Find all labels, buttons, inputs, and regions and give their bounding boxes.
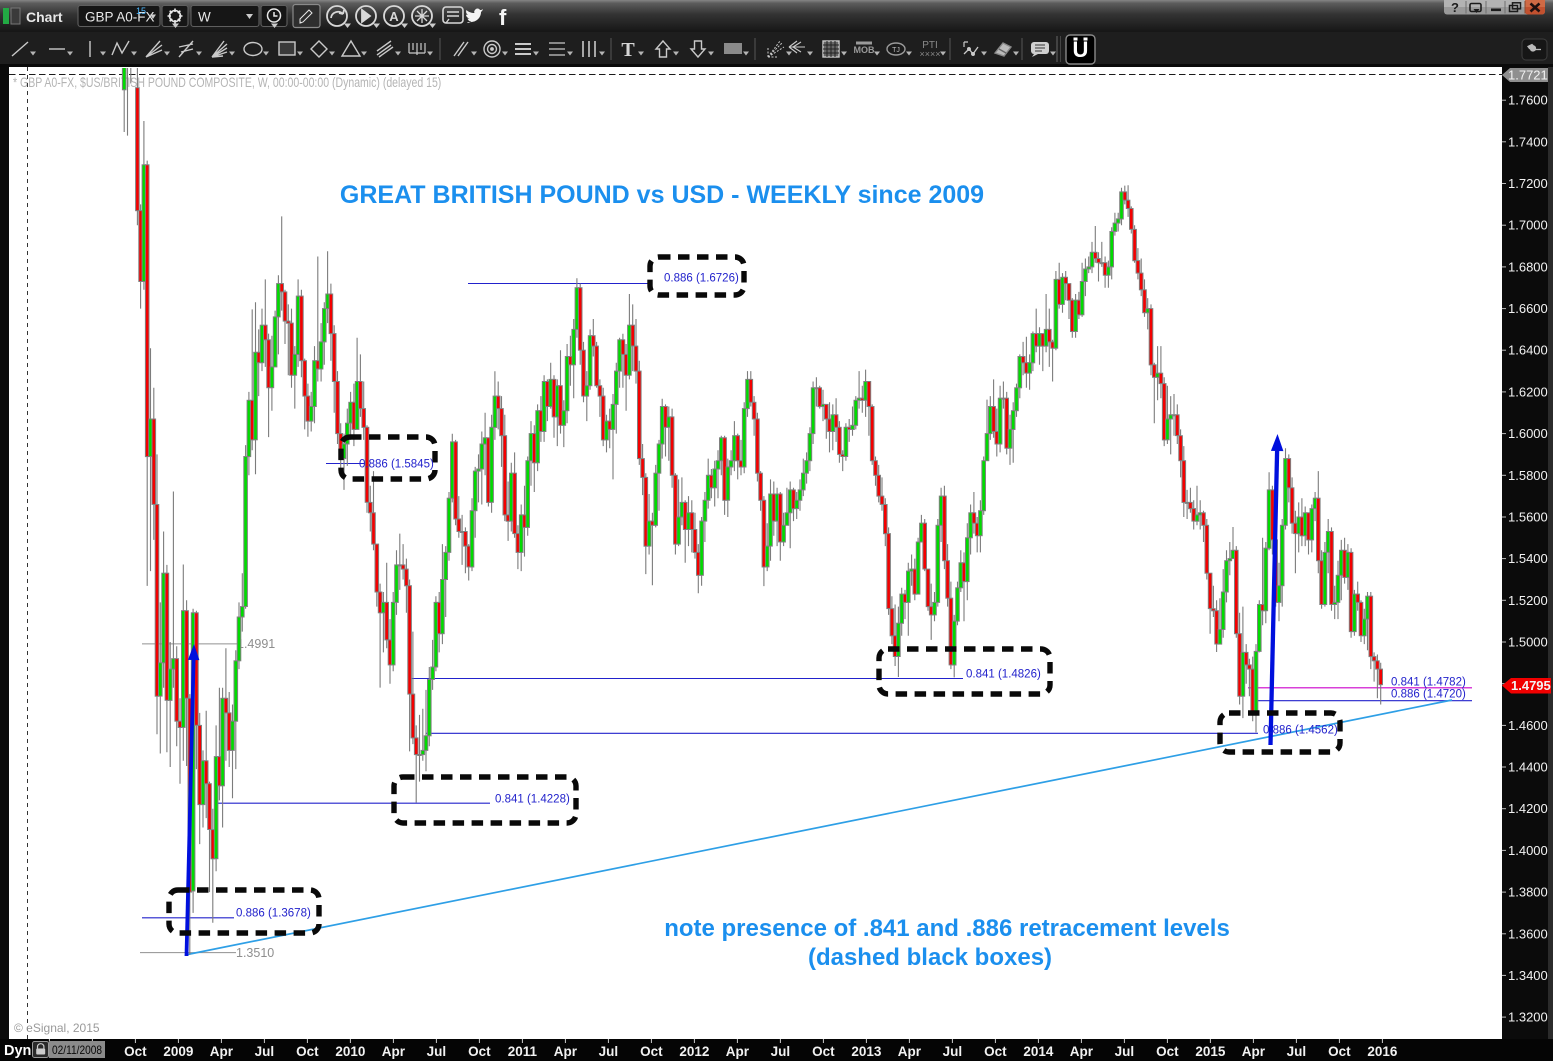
svg-text:1.6200: 1.6200 (1508, 384, 1548, 399)
svg-text:2013: 2013 (851, 1044, 882, 1059)
svg-text:Jul: Jul (1287, 1044, 1307, 1059)
svg-text:1.4600: 1.4600 (1508, 718, 1548, 733)
svg-text:0.886 (1.3678): 0.886 (1.3678) (236, 908, 311, 920)
svg-text:(dashed black boxes): (dashed black boxes) (808, 944, 1052, 971)
svg-text:Chart: Chart (26, 9, 63, 25)
svg-text:15: 15 (136, 6, 146, 16)
svg-text:1.3400: 1.3400 (1508, 968, 1548, 983)
svg-text:2011: 2011 (508, 1044, 538, 1059)
svg-text:0.841 (1.4782): 0.841 (1.4782) (1391, 677, 1466, 689)
svg-text:A: A (389, 9, 399, 24)
svg-text:0.886 (1.4562): 0.886 (1.4562) (1263, 725, 1338, 737)
svg-text:GREAT BRITISH POUND vs USD - W: GREAT BRITISH POUND vs USD - WEEKLY sinc… (340, 181, 984, 209)
svg-text:0.841 (1.4826): 0.841 (1.4826) (966, 669, 1041, 681)
svg-text:2016: 2016 (1367, 1044, 1398, 1059)
svg-text:Oct: Oct (468, 1044, 491, 1059)
svg-text:1.4400: 1.4400 (1508, 760, 1548, 775)
svg-text:Jul: Jul (599, 1044, 619, 1059)
svg-text:0.886 (1.6726): 0.886 (1.6726) (664, 273, 739, 285)
svg-text:1.4991: 1.4991 (237, 637, 275, 651)
svg-text:1.5800: 1.5800 (1508, 468, 1548, 483)
svg-text:?: ? (1451, 0, 1459, 15)
svg-text:U: U (1073, 37, 1089, 62)
svg-text:0.886 (1.5845): 0.886 (1.5845) (359, 459, 434, 471)
svg-text:Jul: Jul (255, 1044, 275, 1059)
svg-text:Oct: Oct (984, 1044, 1007, 1059)
svg-text:Jul: Jul (1115, 1044, 1135, 1059)
svg-text:0.886 (1.4720): 0.886 (1.4720) (1391, 689, 1466, 701)
svg-text:1.6400: 1.6400 (1508, 343, 1548, 358)
svg-text:TJ: TJ (892, 47, 900, 54)
svg-text:T: T (621, 39, 635, 61)
svg-text:Jul: Jul (427, 1044, 447, 1059)
svg-text:1.4000: 1.4000 (1508, 843, 1548, 858)
svg-text:Oct: Oct (812, 1044, 835, 1059)
svg-text:1.4200: 1.4200 (1508, 801, 1548, 816)
svg-text:1.6600: 1.6600 (1508, 301, 1548, 316)
svg-text:1.5600: 1.5600 (1508, 510, 1548, 525)
svg-text:© eSignal, 2015: © eSignal, 2015 (14, 1021, 100, 1035)
svg-text:MOB: MOB (854, 45, 875, 55)
svg-text:Oct: Oct (640, 1044, 663, 1059)
svg-text:f: f (499, 5, 507, 30)
svg-text:1.3510: 1.3510 (236, 946, 274, 960)
svg-text:Apr: Apr (1242, 1044, 1266, 1059)
svg-text:1.7400: 1.7400 (1508, 134, 1548, 149)
svg-text:Oct: Oct (124, 1044, 147, 1059)
svg-text:Jul: Jul (771, 1044, 791, 1059)
svg-text:Dyn: Dyn (4, 1043, 31, 1059)
svg-text:Apr: Apr (726, 1044, 750, 1059)
svg-text:Oct: Oct (296, 1044, 319, 1059)
svg-text:2009: 2009 (163, 1044, 193, 1059)
svg-text:1.7600: 1.7600 (1508, 93, 1548, 108)
svg-text:2010: 2010 (335, 1044, 365, 1059)
svg-text:Apr: Apr (898, 1044, 922, 1059)
svg-text:1.7000: 1.7000 (1508, 218, 1548, 233)
svg-text:02/11/2008: 02/11/2008 (52, 1043, 102, 1057)
svg-text:Oct: Oct (1156, 1044, 1179, 1059)
svg-text:1.3200: 1.3200 (1508, 1010, 1548, 1025)
svg-text:1.3600: 1.3600 (1508, 926, 1548, 941)
svg-text:2012: 2012 (679, 1044, 709, 1059)
svg-text:2014: 2014 (1023, 1044, 1054, 1059)
svg-text:1.3800: 1.3800 (1508, 885, 1548, 900)
svg-text:2015: 2015 (1195, 1044, 1226, 1059)
svg-text:* GBP A0-FX, $US/BRITISH POUND: * GBP A0-FX, $US/BRITISH POUND COMPOSITE… (13, 75, 441, 91)
svg-text:PTI: PTI (922, 40, 938, 51)
svg-text:1.6800: 1.6800 (1508, 259, 1548, 274)
svg-text:Oct: Oct (1328, 1044, 1351, 1059)
svg-text:W: W (198, 10, 211, 25)
svg-text:Jul: Jul (943, 1044, 963, 1059)
svg-text:Apr: Apr (210, 1044, 234, 1059)
svg-text:GBP A0-FX: GBP A0-FX (85, 10, 155, 25)
svg-text:1.5000: 1.5000 (1508, 635, 1548, 650)
svg-text:1.5200: 1.5200 (1508, 593, 1548, 608)
svg-text:Apr: Apr (382, 1044, 406, 1059)
svg-text:1.7200: 1.7200 (1508, 176, 1548, 191)
svg-text:1.5400: 1.5400 (1508, 551, 1548, 566)
svg-text:1.4795: 1.4795 (1511, 678, 1551, 693)
svg-text:note presence of .841 and .886: note presence of .841 and .886 retraceme… (664, 915, 1230, 942)
svg-text:0.841 (1.4228): 0.841 (1.4228) (495, 794, 570, 806)
svg-text:1.7721: 1.7721 (1508, 68, 1548, 83)
svg-text:1.6000: 1.6000 (1508, 426, 1548, 441)
svg-text:××××: ×××× (919, 49, 940, 59)
svg-text:Apr: Apr (554, 1044, 578, 1059)
svg-text:Apr: Apr (1070, 1044, 1094, 1059)
